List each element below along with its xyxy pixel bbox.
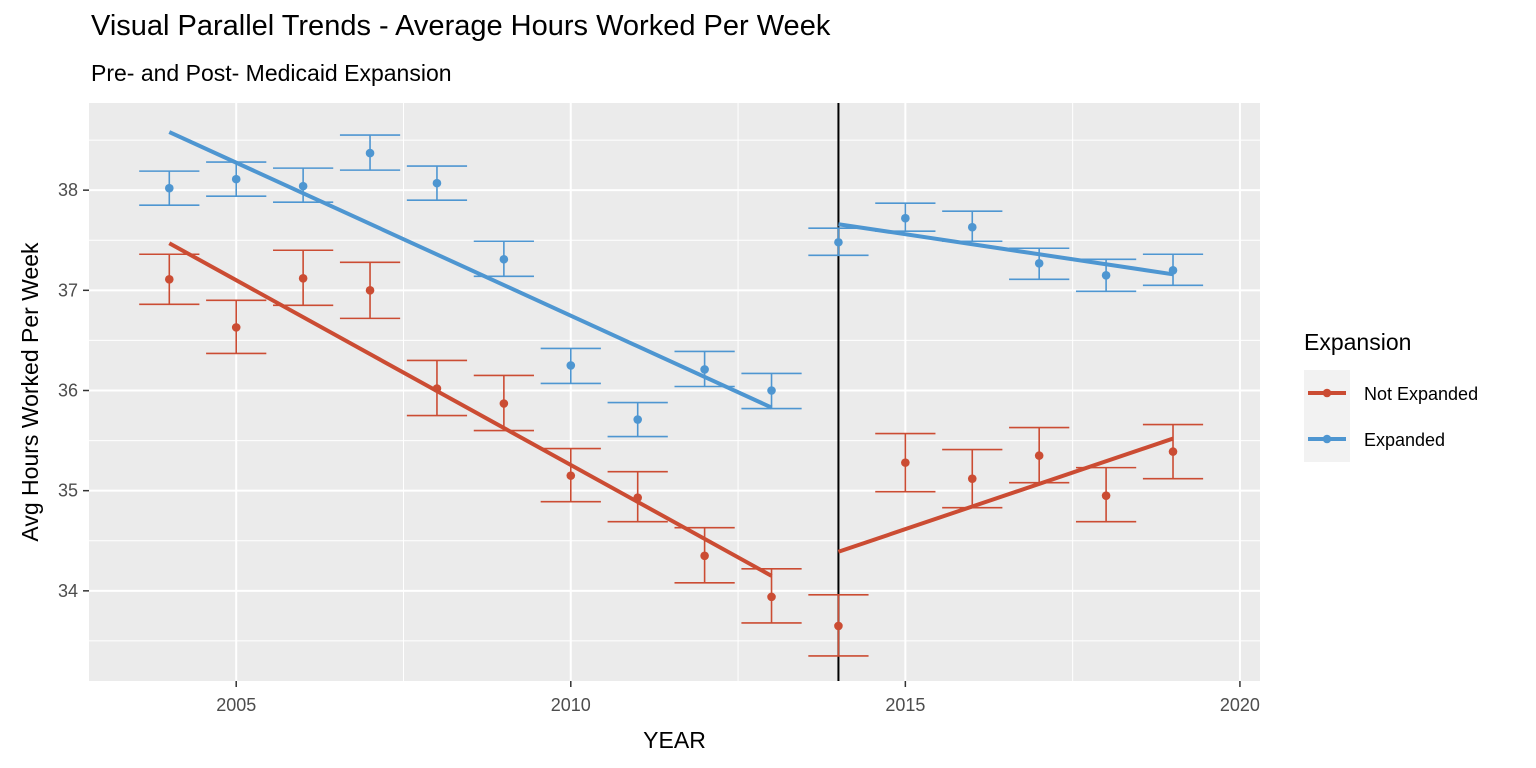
- data-point: [432, 384, 442, 393]
- data-point: [499, 399, 509, 408]
- data-point: [767, 592, 776, 602]
- data-point: [231, 323, 241, 332]
- grid-minor: [89, 103, 1260, 681]
- y-tick-label: 37: [58, 280, 78, 300]
- data-point: [700, 365, 709, 374]
- data-point: [365, 148, 375, 158]
- data-point: [432, 178, 442, 188]
- legend-key-point: [1322, 434, 1332, 444]
- data-point: [901, 458, 910, 467]
- data-point: [298, 181, 308, 191]
- data-point: [767, 386, 776, 395]
- x-tick-label: 2015: [885, 695, 925, 715]
- data-point: [967, 222, 977, 232]
- axes-layer: 2005 2010 2015 2020 34 35 36 37 38 YEAR Avg Hours …: [17, 180, 1260, 753]
- data-point: [499, 254, 509, 264]
- data-point: [967, 474, 977, 483]
- legend-key-point: [1322, 388, 1332, 398]
- data-point: [298, 274, 308, 283]
- data-point: [1168, 265, 1178, 275]
- trend-line-post: [837, 436, 1174, 554]
- data-point: [1034, 258, 1044, 268]
- y-tick-label: 38: [58, 180, 78, 200]
- data-point: [1101, 491, 1111, 500]
- plot-background: [89, 103, 1260, 681]
- y-tick-label: 35: [58, 481, 78, 501]
- data-point: [834, 237, 843, 247]
- data-point: [633, 415, 642, 424]
- data-point: [164, 275, 174, 284]
- grid-major: [89, 103, 1260, 681]
- legend-item: Expanded: [1304, 416, 1445, 462]
- x-tick-label: 2020: [1220, 695, 1260, 715]
- trend-line-pre: [168, 241, 773, 578]
- data-point: [566, 361, 576, 370]
- data-point: [566, 471, 576, 480]
- y-axis-title: Avg Hours Worked Per Week: [17, 242, 43, 542]
- data-point: [1101, 270, 1111, 280]
- chart-title: Visual Parallel Trends - Average Hours W…: [91, 10, 831, 42]
- x-tick-label: 2010: [551, 695, 591, 715]
- series-expanded: [139, 130, 1204, 438]
- trend-line-post: [838, 222, 1174, 277]
- data-point: [1034, 451, 1044, 460]
- chart-subtitle: Pre- and Post- Medicaid Expansion: [91, 60, 452, 86]
- data-point: [365, 286, 375, 295]
- data-point: [700, 551, 709, 561]
- data-point: [834, 621, 843, 631]
- legend-title: Expansion: [1304, 329, 1411, 355]
- x-tick-label: 2005: [216, 695, 256, 715]
- data-point: [1168, 447, 1178, 456]
- series-layer: [139, 130, 1204, 657]
- legend-label: Not Expanded: [1364, 384, 1478, 404]
- y-tick-label: 36: [58, 380, 78, 400]
- legend-label: Expanded: [1364, 430, 1445, 450]
- legend-item: Not Expanded: [1304, 370, 1478, 416]
- series-not-expanded: [139, 241, 1204, 657]
- legend: Expansion Not Expanded Expanded: [1304, 329, 1478, 462]
- data-point: [231, 174, 241, 184]
- y-tick-label: 34: [58, 581, 78, 601]
- trend-line-pre: [168, 130, 773, 410]
- data-point: [164, 183, 174, 193]
- x-axis-title: YEAR: [643, 727, 706, 753]
- data-point: [901, 213, 910, 223]
- data-point: [633, 493, 642, 502]
